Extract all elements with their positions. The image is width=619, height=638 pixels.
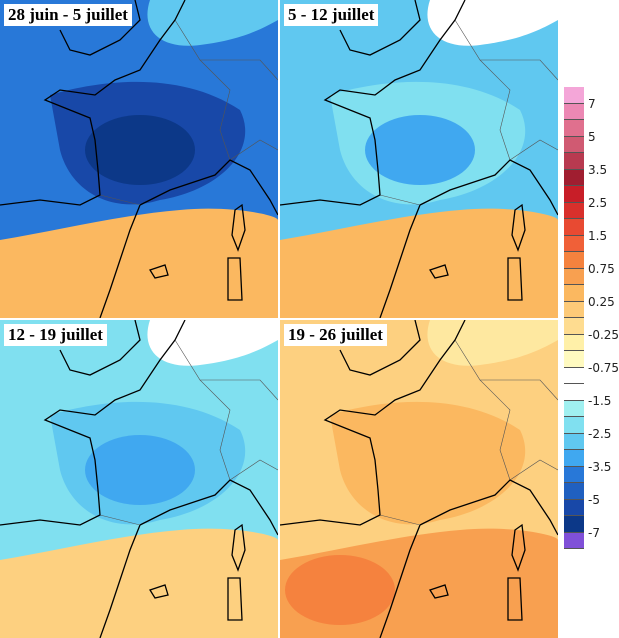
legend-swatch [564, 318, 584, 335]
legend-label: 7 [588, 96, 596, 111]
legend-swatch [564, 202, 584, 219]
legend-swatch [564, 532, 584, 549]
coastline [280, 0, 558, 318]
map-panel-3: 12 - 19 juillet [0, 320, 278, 638]
map-panel-1: 28 juin - 5 juillet [0, 0, 278, 318]
anomaly-region-south [0, 208, 278, 318]
legend-swatch [564, 450, 584, 467]
legend-swatch [564, 235, 584, 252]
anomaly-core [365, 115, 475, 185]
legend-label: 0.25 [588, 294, 615, 309]
legend-label: -7 [588, 525, 600, 540]
coastline [0, 0, 278, 318]
map-panel-2: 5 - 12 juillet [280, 0, 558, 318]
panel-title: 12 - 19 juillet [4, 324, 107, 346]
borders [99, 339, 278, 526]
borders [379, 19, 558, 206]
panel-title: 5 - 12 juillet [284, 4, 379, 26]
anomaly-region-south [0, 528, 278, 638]
borders [379, 339, 558, 526]
anomaly-core [285, 555, 395, 625]
legend-swatch [564, 400, 584, 417]
legend-swatch [564, 516, 584, 533]
legend-swatch [564, 384, 584, 401]
legend-label: -3.5 [588, 459, 612, 474]
anomaly-region-north [147, 0, 278, 46]
anomaly-region-north [147, 320, 278, 366]
panel-title: 19 - 26 juillet [284, 324, 387, 346]
legend-swatch [564, 252, 584, 269]
legend-swatch [564, 417, 584, 434]
legend-swatch [564, 120, 584, 137]
map-panel-4: 19 - 26 juillet [280, 320, 558, 638]
legend-swatch [564, 153, 584, 170]
legend-swatch [564, 103, 584, 120]
legend-swatch [564, 268, 584, 285]
legend-swatch [564, 136, 584, 153]
legend-label: 3.5 [588, 162, 608, 177]
legend-label: -2.5 [588, 426, 612, 441]
legend-swatch [564, 334, 584, 351]
legend-swatch [564, 433, 584, 450]
legend-swatch [564, 499, 584, 516]
legend-label: 2.5 [588, 195, 608, 210]
panel-title: 28 juin - 5 juillet [4, 4, 132, 26]
color-scale-legend: 7 5 3.5 2.5 1.5 0.75 0.25 -0.25 -0.75 -1.5 -2.5 -3.… [564, 87, 619, 549]
legend-swatch [564, 186, 584, 203]
legend-swatch [564, 301, 584, 318]
legend-swatch [564, 351, 584, 368]
legend-swatch [564, 483, 584, 500]
anomaly-region-north [427, 0, 558, 46]
legend-swatch [564, 466, 584, 483]
legend-label: -0.25 [588, 327, 619, 342]
coastline [0, 320, 278, 638]
legend-label: 1.5 [588, 228, 608, 243]
legend-label: 0.75 [588, 261, 615, 276]
legend-swatch [564, 87, 584, 104]
coastline [280, 320, 558, 638]
legend-label: -5 [588, 492, 600, 507]
legend-label: -1.5 [588, 393, 612, 408]
anomaly-region-south [280, 208, 558, 318]
legend-swatch [564, 219, 584, 236]
anomaly-core [85, 115, 195, 185]
legend-swatch [564, 169, 584, 186]
anomaly-region-north [427, 320, 558, 366]
legend-swatch [564, 285, 584, 302]
legend-label: -0.75 [588, 360, 619, 375]
legend-swatch [564, 367, 584, 384]
legend-label: 5 [588, 129, 596, 144]
borders [99, 19, 278, 206]
anomaly-core [85, 435, 195, 505]
